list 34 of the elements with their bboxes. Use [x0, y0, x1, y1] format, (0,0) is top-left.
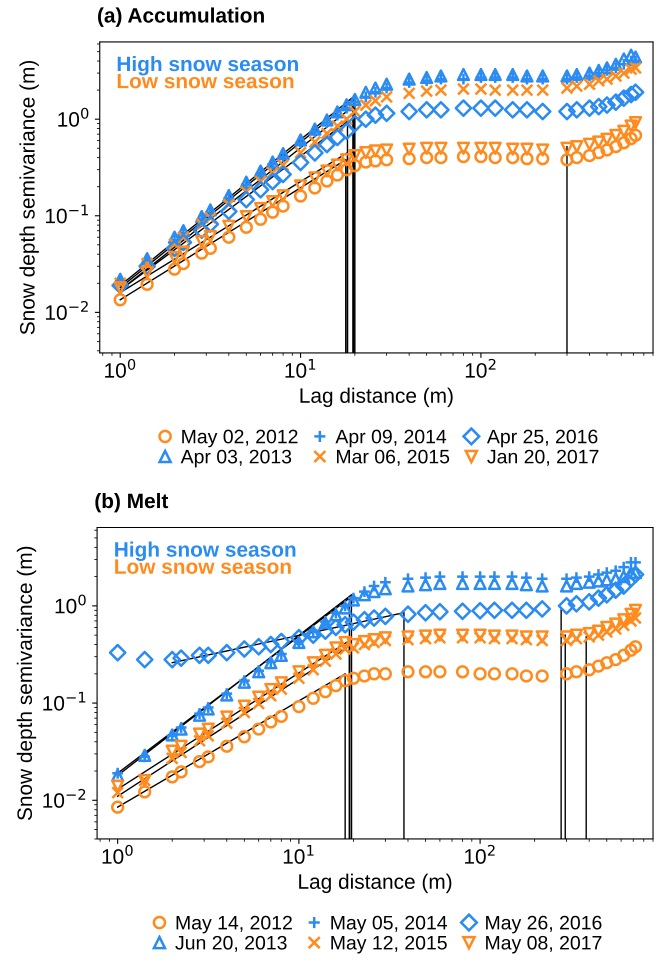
- x-tick-label: 10$^{1}$: [284, 845, 314, 864]
- legend-label: May 05, 2014: [331, 916, 448, 934]
- x-tick-label: 10$^{0}$: [102, 844, 133, 864]
- x-axis-title: Lag distance (m): [300, 388, 453, 408]
- y-tick-label: 10$^{−1}$: [46, 204, 88, 224]
- legend-label: Apr 25, 2016: [486, 430, 598, 448]
- legend-label: May 12, 2015: [331, 936, 447, 954]
- y-tick-label: 10$^{0}$: [58, 108, 88, 127]
- y-axis-title: Snow depth semivariance (m): [19, 60, 39, 334]
- legend-label: Jan 20, 2017: [487, 450, 598, 466]
- chart-title: (a) Accumulation: [98, 7, 264, 27]
- y-tick-label: 10$^{−2}$: [46, 300, 88, 320]
- legend-label: May 08, 2017: [486, 936, 602, 954]
- legend-label: Apr 03, 2013: [180, 450, 292, 468]
- legend-label: May 02, 2012: [182, 430, 298, 448]
- legend-label: May 26, 2016: [486, 916, 602, 934]
- annotation: Low snow season: [118, 74, 294, 88]
- x-tick-label: 10$^{2}$: [465, 844, 495, 864]
- x-tick-label: 10$^{1}$: [285, 359, 316, 378]
- legend-label: Apr 09, 2014: [335, 430, 446, 448]
- x-tick-label: 10$^{0}$: [105, 358, 136, 378]
- y-tick-label: 10$^{−2}$: [43, 788, 86, 808]
- y-axis-title: Snow depth semivariance (m): [16, 546, 36, 820]
- annotation: High snow season: [115, 542, 296, 562]
- y-tick-label: 10$^{−1}$: [43, 692, 86, 711]
- chart-title: (b) Melt: [95, 492, 168, 512]
- x-axis-title: Lag distance (m): [299, 874, 452, 894]
- x-tick-label: 10$^{2}$: [466, 358, 496, 378]
- y-tick-label: 10$^{0}$: [56, 594, 86, 614]
- annotation: Low snow season: [115, 559, 291, 574]
- annotation: High snow season: [118, 56, 298, 76]
- legend-label: Jun 20, 2013: [175, 936, 287, 952]
- legend-label: May 14, 2012: [176, 916, 292, 934]
- legend-label: Mar 06, 2015: [337, 450, 450, 466]
